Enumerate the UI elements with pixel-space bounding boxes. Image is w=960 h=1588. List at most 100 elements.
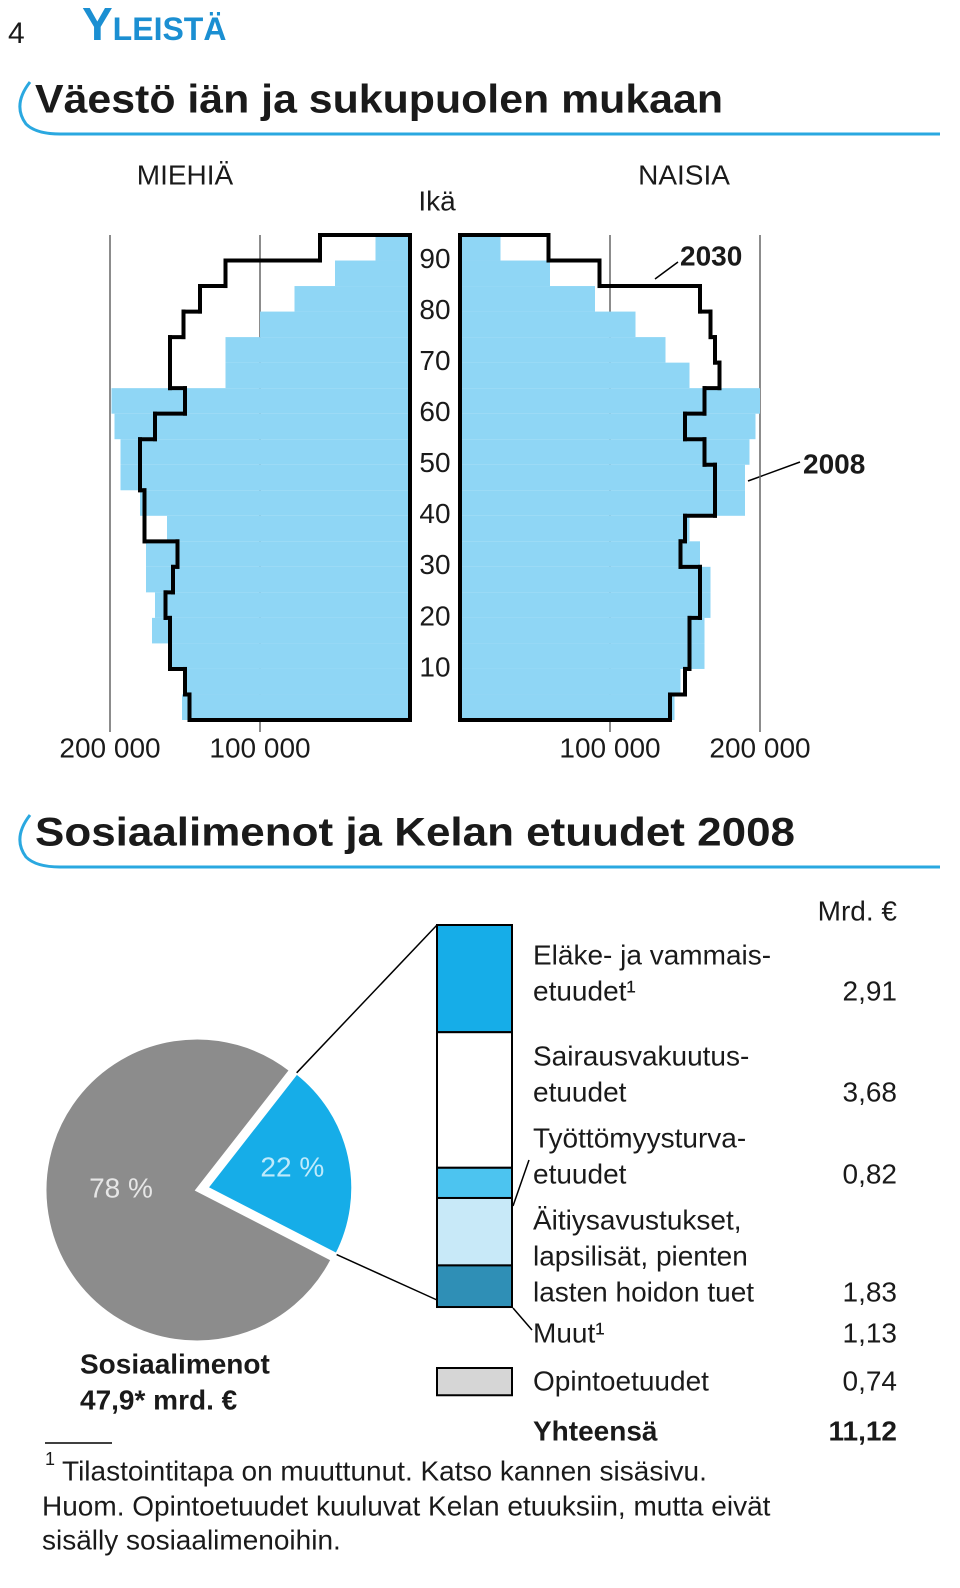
bar: [155, 592, 410, 618]
side-label: NAISIA: [638, 159, 730, 190]
unit-label: Mrd. €: [818, 895, 898, 926]
y-tick-label: 20: [419, 600, 450, 631]
bar: [460, 362, 690, 389]
pie-caption: Sosiaalimenot: [80, 1348, 270, 1379]
note-text: Huom. Opintoetuudet kuuluvat Kelan etuuk…: [42, 1490, 771, 1521]
leader-line: [747, 461, 801, 482]
bar: [460, 337, 666, 363]
value-label: 0,74: [843, 1365, 898, 1396]
bar: [460, 617, 705, 644]
bar: [460, 694, 675, 720]
bar: [460, 566, 711, 593]
title-rule: [18, 814, 940, 869]
title-rule: [18, 81, 940, 136]
category-label: Sairausvakuutus-: [533, 1040, 749, 1071]
bar: [335, 260, 410, 287]
category-label: lasten hoidon tuet: [533, 1276, 754, 1307]
bar: [185, 668, 410, 695]
category-label: etuudet¹: [533, 975, 636, 1006]
bar: [460, 643, 705, 669]
bar: [120, 439, 410, 465]
bar: [225, 337, 410, 363]
bar: [146, 541, 410, 567]
pie-label: 22 %: [260, 1151, 324, 1182]
bar: [114, 413, 410, 440]
bar: [460, 286, 595, 312]
leader-line: [512, 1307, 533, 1331]
bar: [460, 464, 745, 491]
pie-label: 78 %: [89, 1172, 153, 1203]
bar: [460, 592, 711, 618]
x-tick-label: 100 000: [209, 732, 310, 763]
bar: [375, 235, 410, 261]
stack-segment: [436, 1264, 513, 1309]
chart-title: Väestö iän ja sukupuolen mukaan: [35, 78, 723, 122]
chart-title: Sosiaalimenot ja Kelan etuudet 2008: [35, 811, 795, 855]
bar: [167, 515, 410, 542]
footnote-text: Tilastointitapa on muuttunut. Katso kann…: [62, 1455, 707, 1486]
x-tick-label: 100 000: [559, 732, 660, 763]
value-label: 2,91: [843, 975, 898, 1006]
y-axis-label: Ikä: [418, 185, 456, 216]
bar: [120, 464, 410, 491]
y-tick-label: 60: [419, 396, 450, 427]
note-text: sisälly sosiaalimenoihin.: [42, 1524, 341, 1555]
category-label: Työttömyysturva-: [533, 1122, 746, 1153]
total-label: Yhteensä: [533, 1415, 658, 1446]
stack-segment: [436, 1031, 513, 1169]
category-label: etuudet: [533, 1158, 627, 1189]
bar: [460, 668, 681, 695]
leader-line: [512, 1159, 530, 1207]
pie-slice: [43, 1036, 335, 1344]
value-label: 1,13: [843, 1317, 898, 1348]
pie-caption: 47,9* mrd. €: [80, 1384, 238, 1415]
series-label: 2030: [680, 240, 742, 271]
value-label: 0,82: [843, 1158, 898, 1189]
bar: [111, 388, 410, 414]
bar: [170, 643, 410, 669]
bar: [182, 694, 410, 720]
bar: [260, 311, 410, 338]
bar: [460, 311, 636, 338]
bar: [294, 286, 410, 312]
bar: [460, 515, 690, 542]
y-tick-label: 70: [419, 345, 450, 376]
y-tick-label: 90: [419, 243, 450, 274]
x-tick-label: 200 000: [59, 732, 160, 763]
zoom-line: [296, 924, 438, 1074]
y-tick-label: 30: [419, 549, 450, 580]
y-tick-label: 10: [419, 651, 450, 682]
legend-swatch: [436, 1367, 513, 1397]
stack-segment: [436, 1166, 513, 1199]
category-label: Opintoetuudet: [533, 1365, 709, 1396]
bar: [146, 566, 410, 593]
y-tick-label: 80: [419, 294, 450, 325]
total-value: 11,12: [828, 1415, 897, 1446]
pie-slice: [204, 1070, 355, 1257]
bar: [225, 362, 410, 389]
category-label: etuudet: [533, 1076, 627, 1107]
stack-segment: [436, 1196, 513, 1267]
page-number: 4: [8, 17, 25, 50]
side-label: MIEHIÄ: [137, 159, 234, 190]
bar: [140, 490, 410, 516]
bar: [460, 490, 745, 516]
section-title: Yleistä: [82, 0, 226, 50]
bar: [152, 617, 410, 644]
category-label: Eläke- ja vammais-: [533, 939, 771, 970]
series-label: 2008: [803, 448, 865, 479]
category-label: Äitiysavustukset,: [533, 1204, 742, 1235]
category-label: Muut¹: [533, 1317, 605, 1348]
bar: [460, 413, 756, 440]
value-label: 3,68: [843, 1076, 898, 1107]
bar: [460, 541, 700, 567]
x-tick-label: 200 000: [709, 732, 810, 763]
bar: [460, 439, 750, 465]
stack-segment: [436, 924, 513, 1034]
bar: [460, 260, 550, 287]
value-label: 1,83: [843, 1276, 898, 1307]
zoom-line: [336, 1253, 438, 1301]
y-tick-label: 40: [419, 498, 450, 529]
